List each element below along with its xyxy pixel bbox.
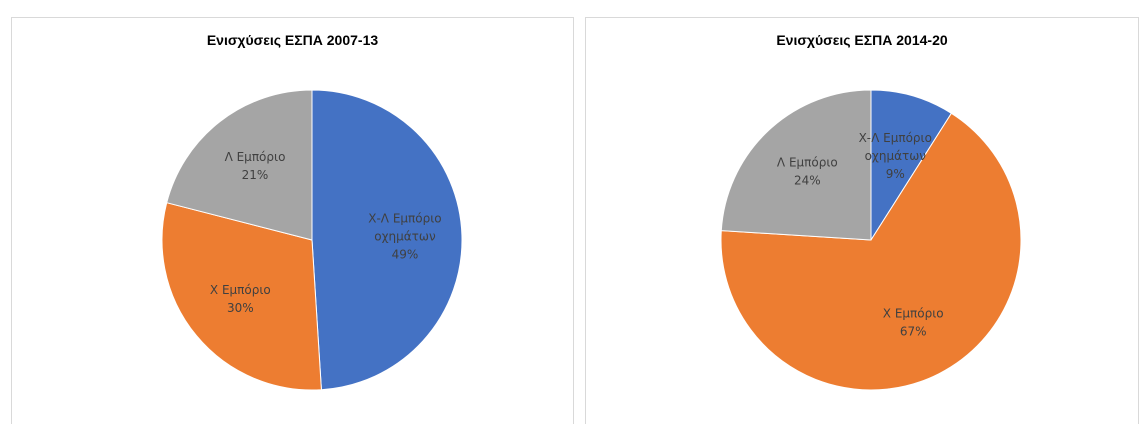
data-label-x-emporio: Χ Εμπόριο 30% [210, 283, 271, 315]
chart-title: Ενισχύσεις ΕΣΠΑ 2007-13 [206, 32, 379, 48]
slice-percent-label: 49% [392, 248, 419, 262]
slice-category-label: Λ Εμπόριο [225, 150, 286, 164]
pie-slice-x-l-emporio-ochimaton [870, 89, 953, 242]
pie-chart-2007-13: Χ-Λ Εμπόριο οχημάτων 49% Χ Εμπόριο 30% Λ Εμπό… [161, 89, 463, 391]
slice-percent-label: 9% [886, 167, 905, 181]
slice-category-label: οχημάτων [865, 149, 927, 163]
slice-category-label: Χ Εμπόριο [210, 283, 271, 297]
slice-category-label: οχημάτων [374, 230, 436, 244]
pie-chart-2014-20: Χ-Λ Εμπόριο οχημάτων 9% Χ Εμπόριο 67% Λ Εμπόρ… [720, 89, 1022, 391]
chart-title: Ενισχύσεις ΕΣΠΑ 2014-20 [776, 32, 948, 48]
data-label-l-emporio: Λ Εμπόριο 24% [777, 156, 838, 188]
data-label-x-l-emporio-ochimaton: Χ-Λ Εμπόριο οχημάτων 49% [368, 212, 441, 262]
pie-slice-x-emporio [720, 112, 1022, 391]
slice-category-label: Χ-Λ Εμπόριο [859, 131, 932, 145]
pie-slice-l-emporio [720, 89, 872, 241]
slice-percent-label: 30% [227, 301, 254, 315]
slice-category-label: Χ-Λ Εμπόριο [368, 212, 441, 226]
data-label-x-l-emporio-ochimaton: Χ-Λ Εμπόριο οχημάτων 9% [859, 131, 932, 181]
slice-category-label: Χ Εμπόριο [883, 306, 944, 320]
slice-percent-label: 67% [900, 324, 927, 338]
data-label-x-emporio: Χ Εμπόριο 67% [883, 306, 944, 338]
chart-panel-2007-13: Ενισχύσεις ΕΣΠΑ 2007-13 Χ-Λ Εμπόριο οχημά… [11, 17, 574, 424]
data-label-l-emporio: Λ Εμπόριο 21% [225, 150, 286, 182]
slice-category-label: Λ Εμπόριο [777, 156, 838, 170]
slice-percent-label: 21% [242, 168, 269, 182]
pie-slice-x-l-emporio-ochimaton [311, 89, 463, 391]
chart-panel-2014-20: Ενισχύσεις ΕΣΠΑ 2014-20 Χ-Λ Εμπόριο οχημά… [585, 17, 1139, 424]
pie-slice-x-emporio [161, 202, 322, 391]
slice-percent-label: 24% [794, 174, 821, 188]
pie-slice-l-emporio [166, 89, 313, 241]
